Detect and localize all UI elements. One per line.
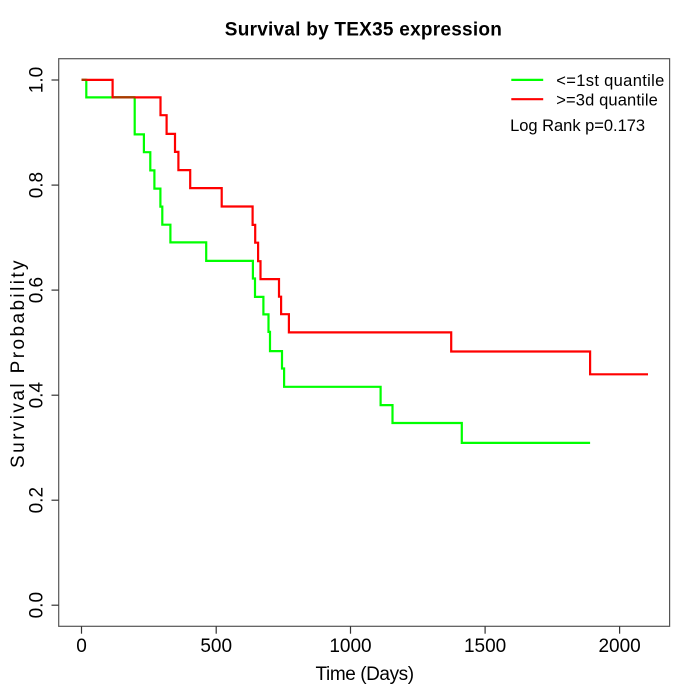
svg-text:0.0: 0.0 [27, 592, 48, 618]
svg-text:Log Rank p=0.173: Log Rank p=0.173 [510, 117, 645, 135]
svg-text:1500: 1500 [464, 636, 506, 657]
svg-text:1000: 1000 [329, 636, 371, 657]
svg-text:<=1st quantile: <=1st quantile [556, 72, 664, 90]
svg-text:0.8: 0.8 [27, 172, 48, 198]
svg-text:Survival Probability: Survival Probability [8, 260, 29, 468]
svg-text:0.4: 0.4 [27, 382, 48, 409]
svg-text:0.6: 0.6 [27, 277, 48, 303]
svg-text:500: 500 [200, 636, 232, 657]
svg-text:0.2: 0.2 [27, 487, 48, 513]
svg-text:Survival by TEX35 expression: Survival by TEX35 expression [225, 19, 502, 40]
svg-text:1.0: 1.0 [27, 67, 48, 93]
svg-text:0: 0 [76, 636, 87, 657]
svg-text:2000: 2000 [598, 636, 640, 657]
svg-text:>=3d quantile: >=3d quantile [556, 91, 658, 109]
svg-text:Time (Days): Time (Days) [316, 664, 415, 685]
